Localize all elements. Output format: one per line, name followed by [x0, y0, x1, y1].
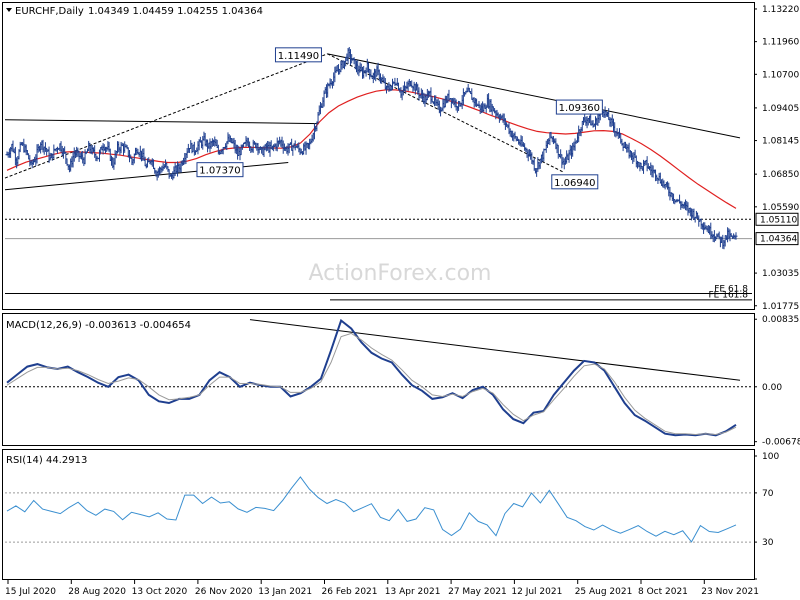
price-axis-label: 1.03035	[762, 269, 799, 279]
trendline-4	[327, 53, 564, 173]
macd-title: MACD(12,26,9) -0.003613 -0.004654	[6, 320, 191, 331]
price-axis-label: 1.10700	[762, 70, 799, 80]
x-axis-label: 8 Oct 2021	[638, 587, 688, 597]
price-annotation-label: 1.07370	[199, 166, 240, 177]
rsi-title: RSI(14) 44.2913	[6, 455, 87, 466]
x-axis-label: 27 May 2021	[448, 587, 507, 597]
price-axis-label: 1.13220	[762, 5, 799, 15]
support-price-box	[755, 212, 799, 226]
macd-trendline	[249, 319, 741, 381]
ohlc-values: 1.04349 1.04459 1.04255 1.04364	[88, 6, 263, 17]
trendline-3	[327, 53, 741, 139]
trendline-2	[4, 53, 328, 179]
price-annotation-label: 1.09360	[559, 103, 600, 114]
price-annotation-box	[274, 47, 322, 63]
macd-axis-label: 0.008353	[762, 315, 800, 325]
price-title: EURCHF,Daily	[15, 6, 84, 17]
x-axis-label: 13 Jan 2021	[258, 587, 312, 597]
x-axis-label: 26 Feb 2021	[322, 587, 378, 597]
macd-layer	[5, 318, 752, 437]
macd-macd-line	[6, 318, 737, 437]
support-price-label: 1.05110	[760, 215, 797, 225]
x-axis-label: 12 Jul 2021	[511, 587, 562, 597]
price-axis-label: 1.08145	[762, 137, 799, 147]
price-annotation-label: 1.06940	[554, 178, 595, 189]
rsi-axis-label: 100	[762, 452, 779, 462]
x-axis-label: 25 Aug 2021	[575, 587, 633, 597]
dropdown-arrow-icon[interactable]	[6, 8, 12, 12]
price-annotation-label: 1.11490	[278, 51, 319, 62]
current-price-box	[755, 232, 799, 246]
price-axis-label: 1.05590	[762, 203, 799, 213]
x-axis-label: 15 Jul 2020	[5, 587, 56, 597]
x-axis-label: 23 Nov 2021	[701, 587, 759, 597]
rsi-axis-label: 70	[762, 489, 774, 499]
rsi-line	[6, 476, 737, 543]
fib-label-1: FE 161.8	[709, 290, 749, 300]
price-annotation-box	[555, 99, 603, 115]
price-axis-label: 1.01775	[762, 302, 799, 312]
watermark: ActionForex.com	[309, 261, 492, 286]
macd-signal-line	[6, 332, 737, 436]
x-axis-label: 13 Oct 2020	[132, 587, 188, 597]
macd-axis-label: 0.00	[762, 383, 782, 393]
price-layer: FE 61.8FE 161.8 1.11490 1.07370 1.09360 1.06…	[4, 47, 752, 300]
rsi-axis-label: 30	[762, 538, 774, 548]
price-axis-label: 1.09405	[762, 104, 799, 114]
axis-layer: 1.13220 1.11960 1.10700 1.09405 1.08145 1.068…	[5, 5, 800, 597]
rsi-layer	[5, 476, 752, 543]
price-axis-label: 1.06850	[762, 170, 799, 180]
x-axis-label: 28 Aug 2020	[68, 587, 126, 597]
trendline-0	[4, 119, 319, 125]
price-annotation-box	[551, 174, 599, 190]
ohlc-bar	[734, 232, 738, 240]
macd-axis-label: -0.006788	[762, 438, 800, 448]
price-annotation-box	[196, 162, 244, 178]
price-axis-label: 1.11960	[762, 38, 799, 48]
x-axis-label: 26 Nov 2020	[195, 587, 253, 597]
current-price-label: 1.04364	[760, 235, 797, 245]
fib-label-0: FE 61.8	[714, 284, 748, 294]
x-axis-label: 13 Apr 2021	[385, 587, 441, 597]
